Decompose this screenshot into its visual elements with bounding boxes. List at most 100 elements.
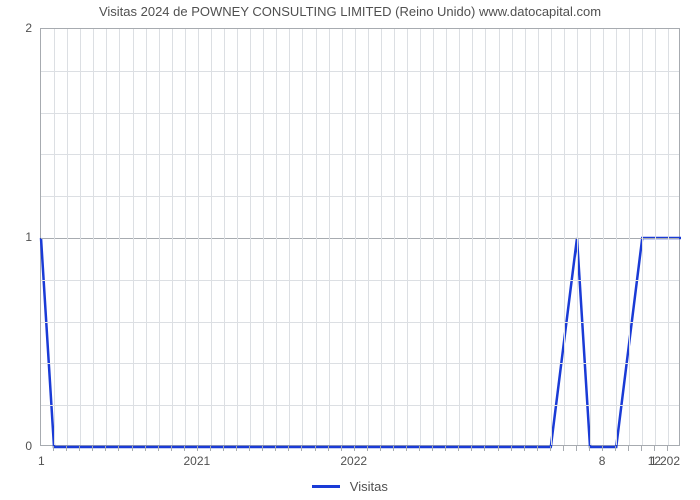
- x-minor-tick: [328, 446, 329, 451]
- x-minor-gridline: [185, 29, 186, 445]
- x-minor-gridline: [289, 29, 290, 445]
- x-tick-label: 2021: [184, 454, 211, 468]
- x-minor-tick: [406, 446, 407, 451]
- x-minor-gridline: [564, 29, 565, 445]
- x-tick-label: 8: [599, 454, 606, 468]
- x-minor-gridline: [655, 29, 656, 445]
- x-minor-tick: [158, 446, 159, 451]
- x-minor-tick: [223, 446, 224, 451]
- y-minor-gridline: [41, 405, 679, 406]
- x-range-end-label: 1: [650, 454, 657, 468]
- x-minor-tick: [432, 446, 433, 451]
- chart-container: Visitas 2024 de POWNEY CONSULTING LIMITE…: [0, 0, 700, 500]
- x-minor-gridline: [485, 29, 486, 445]
- x-minor-gridline: [538, 29, 539, 445]
- x-minor-gridline: [407, 29, 408, 445]
- x-minor-tick: [589, 446, 590, 451]
- x-minor-gridline: [146, 29, 147, 445]
- x-minor-gridline: [577, 29, 578, 445]
- x-minor-gridline: [642, 29, 643, 445]
- x-minor-tick: [484, 446, 485, 451]
- y-minor-gridline: [41, 322, 679, 323]
- x-minor-tick: [524, 446, 525, 451]
- x-minor-gridline: [459, 29, 460, 445]
- x-minor-tick: [145, 446, 146, 451]
- x-minor-gridline: [512, 29, 513, 445]
- x-range-start-label: 1: [38, 454, 45, 468]
- x-minor-tick: [654, 446, 655, 451]
- x-minor-tick: [471, 446, 472, 451]
- x-minor-tick: [210, 446, 211, 451]
- x-minor-tick: [92, 446, 93, 451]
- x-minor-tick: [105, 446, 106, 451]
- y-major-gridline: [41, 238, 679, 239]
- y-tick-label: 1: [0, 230, 32, 244]
- x-minor-tick: [393, 446, 394, 451]
- x-minor-gridline: [629, 29, 630, 445]
- x-minor-gridline: [237, 29, 238, 445]
- x-range-end-year-label: 202: [660, 454, 680, 468]
- x-minor-gridline: [106, 29, 107, 445]
- x-minor-tick: [341, 446, 342, 451]
- x-minor-tick: [262, 446, 263, 451]
- x-minor-tick: [550, 446, 551, 451]
- x-minor-gridline: [54, 29, 55, 445]
- chart-title: Visitas 2024 de POWNEY CONSULTING LIMITE…: [0, 4, 700, 19]
- x-minor-tick: [380, 446, 381, 451]
- x-minor-tick: [498, 446, 499, 451]
- x-minor-tick: [236, 446, 237, 451]
- x-minor-tick: [249, 446, 250, 451]
- x-minor-gridline: [368, 29, 369, 445]
- x-minor-tick: [288, 446, 289, 451]
- x-minor-gridline: [93, 29, 94, 445]
- x-minor-tick: [315, 446, 316, 451]
- x-minor-tick: [511, 446, 512, 451]
- x-minor-gridline: [250, 29, 251, 445]
- x-minor-tick: [275, 446, 276, 451]
- x-minor-tick: [602, 446, 603, 451]
- x-minor-gridline: [133, 29, 134, 445]
- y-minor-gridline: [41, 280, 679, 281]
- series-polyline: [41, 238, 681, 447]
- x-minor-tick: [354, 446, 355, 451]
- x-minor-gridline: [276, 29, 277, 445]
- y-minor-gridline: [41, 71, 679, 72]
- x-minor-tick: [628, 446, 629, 451]
- x-tick-label: 2022: [340, 454, 367, 468]
- y-tick-label: 2: [0, 21, 32, 35]
- x-minor-gridline: [381, 29, 382, 445]
- x-minor-gridline: [342, 29, 343, 445]
- legend-swatch: [312, 485, 340, 488]
- x-minor-tick: [563, 446, 564, 451]
- y-minor-gridline: [41, 154, 679, 155]
- x-minor-gridline: [159, 29, 160, 445]
- x-minor-gridline: [302, 29, 303, 445]
- x-minor-tick: [118, 446, 119, 451]
- x-minor-gridline: [668, 29, 669, 445]
- x-minor-tick: [301, 446, 302, 451]
- x-minor-gridline: [472, 29, 473, 445]
- x-minor-gridline: [525, 29, 526, 445]
- legend-label: Visitas: [350, 479, 388, 494]
- x-minor-gridline: [433, 29, 434, 445]
- x-minor-gridline: [616, 29, 617, 445]
- x-minor-gridline: [394, 29, 395, 445]
- x-minor-gridline: [446, 29, 447, 445]
- x-minor-tick: [615, 446, 616, 451]
- x-minor-gridline: [172, 29, 173, 445]
- x-minor-tick: [537, 446, 538, 451]
- y-minor-gridline: [41, 113, 679, 114]
- x-minor-tick: [66, 446, 67, 451]
- x-minor-tick: [132, 446, 133, 451]
- x-minor-gridline: [211, 29, 212, 445]
- x-minor-tick: [458, 446, 459, 451]
- x-minor-gridline: [119, 29, 120, 445]
- x-minor-tick: [197, 446, 198, 451]
- x-minor-gridline: [551, 29, 552, 445]
- x-minor-gridline: [590, 29, 591, 445]
- x-minor-tick: [79, 446, 80, 451]
- x-minor-tick: [576, 446, 577, 451]
- x-minor-gridline: [67, 29, 68, 445]
- y-minor-gridline: [41, 196, 679, 197]
- x-minor-gridline: [316, 29, 317, 445]
